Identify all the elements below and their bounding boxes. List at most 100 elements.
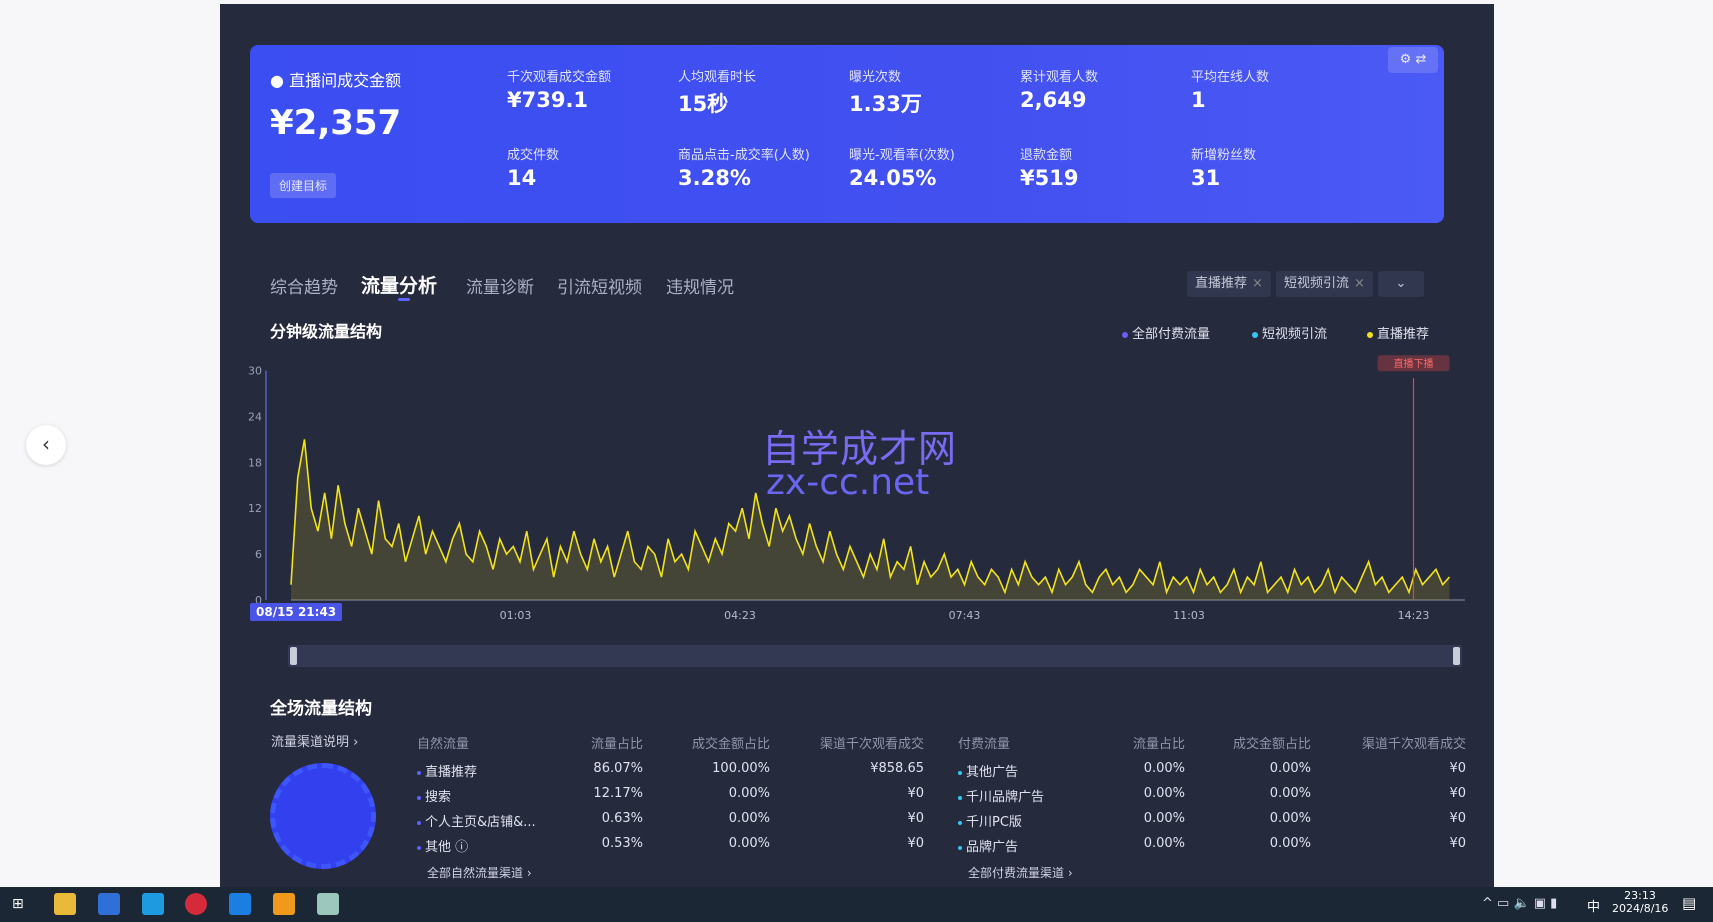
slider-handle-right[interactable] [1453, 647, 1460, 665]
table-cell: ¥0 [1449, 836, 1466, 851]
tab-4[interactable]: 违规情况 [666, 278, 734, 298]
end-marker-label: 直播下播 [1394, 357, 1434, 370]
metric-label: 平均在线人数 [1191, 70, 1270, 85]
channel-dot [417, 770, 421, 775]
x-tick-label: 07:43 [949, 609, 981, 622]
notification-icon[interactable]: ▤ [1682, 894, 1697, 912]
gmv-label: ● 直播间成交金额 [270, 71, 402, 90]
ime-indicator[interactable]: 中 [1587, 900, 1601, 915]
chevron-left-icon: ‹ [42, 432, 50, 456]
y-tick-label: 12 [248, 502, 262, 515]
channel-name[interactable]: 其他广告 [958, 761, 1018, 780]
watermark: 自学成才网 [762, 427, 958, 471]
range-slider[interactable] [288, 645, 1462, 667]
channel-label: 品牌广告 [966, 840, 1019, 855]
info-icon: ● [270, 71, 284, 90]
channel-label: 个人主页&店铺&... [425, 815, 536, 830]
table-header: 渠道千次观看成交 [1361, 737, 1466, 752]
table-cell: 0.53% [601, 836, 643, 851]
app-icon-notes[interactable] [317, 893, 339, 915]
channel-name[interactable]: 千川品牌广告 [958, 786, 1044, 805]
metric-label: 人均观看时长 [678, 70, 757, 85]
slider-handle-left[interactable] [290, 647, 297, 665]
channel-dot [958, 845, 962, 850]
channel-name[interactable]: 品牌广告 [958, 836, 1018, 855]
legend-dot [1367, 331, 1373, 338]
system-tray-icons[interactable]: ^ ▭ 🔈 ▣ ▮ [1482, 896, 1558, 911]
channel-label: 千川PC版 [966, 815, 1022, 830]
traffic-chart[interactable]: 0 6 12 18 24 30 01:03 04:23 07:43 11:03 14:23 直播下播 [220, 340, 1494, 640]
channel-name[interactable]: 个人主页&店铺&... [417, 811, 536, 830]
table-cell: 100.00% [712, 761, 770, 776]
metric-label: 曝光次数 [849, 70, 902, 85]
y-tick-label: 24 [248, 410, 262, 423]
channel-name[interactable]: 搜索 [417, 786, 451, 805]
tab-2[interactable]: 流量诊断 [466, 278, 534, 298]
windows-start-icon[interactable]: ⊞ [12, 896, 24, 912]
table-cell: 0.00% [1269, 811, 1311, 826]
table-cell: ¥0 [1449, 811, 1466, 826]
table-cell: ¥0 [907, 811, 924, 826]
metric-value: 14 [507, 166, 537, 190]
active-tab-indicator [398, 298, 410, 301]
app-icon-red[interactable] [185, 893, 207, 915]
table-cell: 0.00% [1143, 811, 1185, 826]
channel-label: 直播推荐 [425, 765, 478, 780]
tab-0[interactable]: 综合趋势 [270, 278, 338, 298]
table-cell: 12.17% [593, 786, 643, 801]
file-explorer-icon[interactable] [54, 893, 76, 915]
metric-label: 新增粉丝数 [1191, 148, 1257, 163]
filter-chip[interactable]: 直播推荐 × [1187, 271, 1271, 297]
table-header: 流量占比 [1132, 737, 1185, 752]
channel-dot [958, 795, 962, 800]
table-cell: ¥0 [1449, 786, 1466, 801]
clock[interactable]: 23:13 2024/8/16 [1612, 889, 1669, 915]
app-icon-arrow[interactable] [229, 893, 251, 915]
legend-label: 全部付费流量 [1132, 327, 1211, 342]
table-cell: ¥0 [907, 786, 924, 801]
channel-dot [958, 820, 962, 825]
settings-icon[interactable]: ⚙ [1399, 52, 1412, 67]
app-icon-l[interactable] [98, 893, 120, 915]
filter-chip[interactable]: 短视频引流 × [1276, 271, 1373, 297]
table-cell: 0.00% [1269, 836, 1311, 851]
metric-value: 15秒 [678, 92, 729, 116]
app-icon-blue[interactable] [142, 893, 164, 915]
metric-value: 24.05% [849, 166, 937, 190]
all-channels-link[interactable]: 全部自然流量渠道 › [427, 866, 532, 880]
close-icon[interactable]: × [1252, 276, 1263, 291]
legend-item[interactable]: 短视频引流 [1252, 323, 1327, 342]
close-icon[interactable]: × [1354, 276, 1365, 291]
filter-dropdown[interactable]: ⌄ [1378, 271, 1424, 297]
x-tick-label: 11:03 [1173, 609, 1205, 622]
channel-name[interactable]: 直播推荐 [417, 761, 477, 780]
all-channels-link[interactable]: 全部付费流量渠道 › [968, 866, 1073, 880]
tab-1[interactable]: 流量分析 [361, 275, 438, 297]
back-button[interactable]: ‹ [26, 425, 66, 465]
section-title: 全场流量结构 [270, 699, 372, 719]
channel-name[interactable]: 其他 ⓘ [417, 836, 468, 855]
table-header: 成交金额占比 [1232, 737, 1311, 752]
y-tick-label: 0 [255, 594, 262, 607]
metric-label: 退款金额 [1020, 148, 1073, 163]
app-icon-orange[interactable] [273, 893, 295, 915]
channel-help-link[interactable]: 流量渠道说明 › [271, 735, 359, 750]
legend-item[interactable]: 全部付费流量 [1122, 323, 1210, 342]
table-cell: 0.63% [601, 811, 643, 826]
start-time-label: 08/15 21:43 [250, 603, 343, 621]
metric-value: ¥739.1 [507, 88, 589, 112]
chart-title: 分钟级流量结构 [270, 322, 383, 341]
create-goal-button[interactable]: 创建目标 [270, 173, 337, 198]
legend-item[interactable]: 直播推荐 [1367, 323, 1429, 342]
metric-value: 3.28% [678, 166, 751, 190]
metric-value: ¥519 [1020, 166, 1079, 190]
channel-label: 搜索 [425, 790, 452, 805]
channel-dot [958, 770, 962, 775]
x-tick-label: 01:03 [500, 609, 532, 622]
table-cell: 86.07% [593, 761, 643, 776]
card-tools: ⚙ ⇄ [1388, 47, 1438, 73]
swap-icon[interactable]: ⇄ [1415, 52, 1427, 67]
channel-name[interactable]: 千川PC版 [958, 811, 1022, 830]
channel-label: 千川品牌广告 [966, 790, 1045, 805]
tab-3[interactable]: 引流短视频 [557, 278, 642, 298]
